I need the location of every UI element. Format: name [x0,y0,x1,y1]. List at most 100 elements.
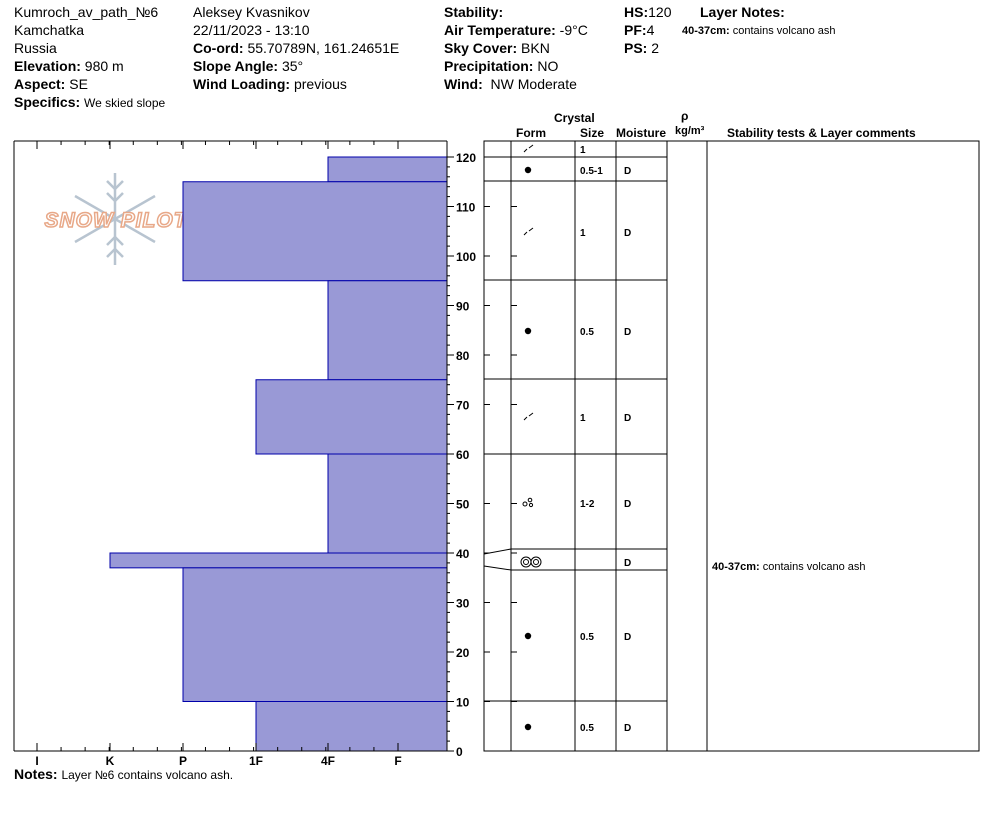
hs-label: HS: [624,4,649,20]
depth-tick-label: 0 [456,745,463,759]
observer-name: Aleksey Kvasnikov [193,4,310,20]
faceted-rounded-icon [527,497,533,503]
hardness-tick-label: P [179,754,187,768]
layer-comment-text: contains volcano ash [762,561,866,573]
coord-value: 55.70789N, 161.24651E [247,40,400,56]
depth-tick-label: 110 [456,201,476,215]
ski-penetration: PS: 2 [624,40,659,56]
aspect: Aspect: SE [14,76,88,92]
crystal-size-cell: 0.5 [580,632,594,643]
depth-tick-label: 20 [456,646,470,660]
row-line-angled [483,548,667,555]
elevation-value: 980 m [84,58,124,74]
stability-label: Stability: [444,4,504,20]
snow-height: HS:120 [624,4,671,20]
depth-tick-label: 60 [456,448,470,462]
air-temperature: Air Temperature: -9°C [444,22,588,38]
layer-notes-range: 40-37cm: [682,25,730,37]
depth-tick-label: 90 [456,300,470,314]
region: Kamchatka [14,22,85,38]
hardness-bar-7 [255,701,448,752]
moisture-cell: D [624,413,631,424]
decomposing-particle-icon [523,412,534,421]
hardness-tick-label: I [35,754,38,768]
notes-label: Notes: [14,766,58,782]
depth-tick-label: 40 [456,547,470,561]
hardness-tick-label: F [394,754,401,768]
layer-notes-text: contains volcano ash [732,25,836,37]
crystal-size-cell: 1 [580,228,586,239]
hardness-bar-1 [182,181,448,282]
depth-tick-label: 70 [456,399,470,413]
density-unit: kg/m³ [675,125,705,137]
depth-tick-label: 120 [456,151,476,165]
specifics: Specifics: We skied slope [14,94,165,111]
moisture-header: Moisture [616,126,667,140]
wind-value: NW Moderate [490,76,577,92]
crystal-size-cell: 0.5-1 [580,166,603,177]
stability-comments-header: Stability tests & Layer comments [727,126,916,140]
hs-value: 120 [648,4,672,20]
hardness-bar-0 [327,156,448,183]
moisture-cell: D [624,499,631,510]
coord-label: Co-ord: [193,40,244,56]
crystal-table: 1 0.5-1 D 1 D 0.5 D 1 D 1-2 D D 0.5 D 0.5 D [483,140,980,752]
rounded-grain-icon [524,632,532,640]
stability: Stability: [444,4,503,20]
foot-penetration: PF:4 [624,22,654,38]
aspect-label: Aspect: [14,76,66,92]
moisture-cell: D [624,228,631,239]
snowpilot-logo: SNOW PILOT [44,173,188,265]
hardness-bar-6 [182,567,448,702]
crystal-header: Crystal [554,111,595,125]
decomposing-particle-icon [523,227,534,236]
wind-loading: Wind Loading: previous [193,76,347,92]
slope-value: 35° [281,58,304,74]
precip-label: Precipitation: [444,58,534,74]
crystal-size-cell: 1 [580,145,586,156]
ash-icon [520,556,532,568]
notes: Notes: Layer №6 contains volcano ash. [14,766,233,783]
ash-icon [533,559,539,565]
ash-icon [530,556,542,568]
notes-text: Layer №6 contains volcano ash. [61,768,234,782]
hardness-bar-5 [109,552,448,569]
size-header: Size [580,126,605,140]
hardness-axis: I K P 1F 4F F [13,140,447,768]
layer-notes-entry: 40-37cm: contains volcano ash [682,23,836,39]
windload-value: previous [293,76,347,92]
coordinates: Co-ord: 55.70789N, 161.24651E [193,40,399,56]
hardness-tick-label: 4F [321,754,335,768]
form-header: Form [516,126,546,140]
moisture-cell: D [624,723,631,734]
sky-cover: Sky Cover: BKN [444,40,550,56]
hardness-tick-label: 1F [249,754,263,768]
specifics-label: Specifics: [14,94,81,110]
hardness-tick-label: K [106,754,115,768]
depth-tick-label: 80 [456,349,470,363]
rounded-grain-icon [524,723,532,731]
slope-angle: Slope Angle: 35° [193,58,303,74]
elevation: Elevation: 980 m [14,58,124,74]
layer-comment-range: 40-37cm: [712,561,760,573]
depth-tick-label: 100 [456,250,476,264]
hardness-bar-2 [327,280,448,381]
country: Russia [14,40,57,56]
depth-axis: 0 10 20 30 40 50 60 70 80 90 100 110 120 [446,141,476,759]
wind-label: Wind: [444,76,483,92]
precip-value: NO [537,58,559,74]
sky-value: BKN [521,40,550,56]
windload-label: Wind Loading: [193,76,291,92]
precipitation: Precipitation: NO [444,58,558,74]
density-header-rho: ρ [681,109,689,123]
ash-icon [523,559,529,565]
moisture-cell: D [624,327,631,338]
row-line-angled [483,565,667,571]
moisture-cell: D [624,632,631,643]
observation-datetime: 22/11/2023 - 13:10 [193,22,310,38]
depth-tick-label: 50 [456,498,470,512]
airtemp-label: Air Temperature: [444,22,556,38]
sky-label: Sky Cover: [444,40,518,56]
decomposing-particle-icon [523,144,534,153]
